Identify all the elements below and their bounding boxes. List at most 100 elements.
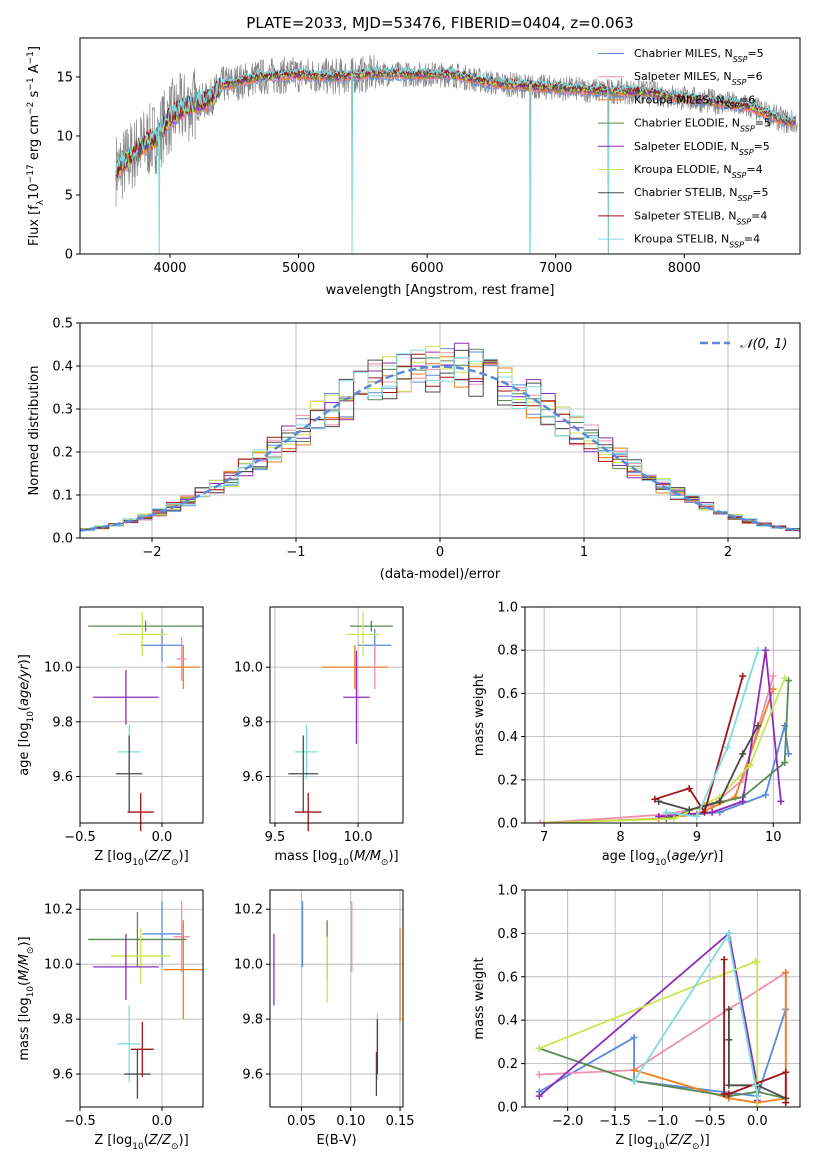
y-tick-label: 0.4 [497, 730, 518, 745]
weight-marker [725, 1005, 733, 1013]
weight-marker [535, 1070, 543, 1078]
y-tick-label: 5 [65, 188, 73, 203]
model-spectrum [115, 69, 796, 179]
x-tick-label: 0 [436, 545, 444, 560]
weight-marker [655, 797, 663, 805]
weight-marker [630, 1066, 638, 1074]
weight-marker [670, 815, 678, 823]
spectrum-lines [115, 55, 798, 254]
weight-marker [685, 784, 693, 792]
x-tick-label: −0.5 [694, 1114, 726, 1129]
x-tick-label: 0.0 [152, 830, 173, 845]
y-tick-label: 0.4 [52, 360, 73, 375]
data-point [142, 900, 182, 967]
weight-marker [716, 797, 724, 805]
y-tick-label: 9.8 [52, 1013, 73, 1028]
y-tick-label: 9.6 [242, 1068, 263, 1083]
weight-marker [762, 646, 770, 654]
x-axis-label: age [log10(age/yr)] [602, 849, 724, 868]
y-tick-label: 10.0 [44, 958, 73, 973]
weight-marker [782, 1068, 790, 1076]
weight-marker [720, 955, 728, 963]
panel-spectrum: 4000 5000 6000 7000 8000 0 5 10 15 wavelength [An… [26, 37, 801, 298]
data-point [371, 645, 379, 690]
weight-marker [781, 674, 789, 682]
y-tick-label: 0.3 [52, 403, 73, 418]
x-tick-label: 10.0 [344, 830, 373, 845]
data-point [294, 724, 319, 780]
axes-frame [79, 322, 801, 539]
legend: Chabrier MILES, NSSP=5 Salpeter MILES, NS… [598, 47, 771, 249]
data-point [166, 645, 200, 690]
data-point [163, 920, 203, 1020]
y-tick-label: 1.0 [497, 601, 518, 616]
weight-marker [754, 722, 762, 730]
weight-marker [785, 750, 793, 758]
weight-line [654, 675, 744, 815]
y-tick-label: 0 [65, 248, 73, 263]
weight-marker [685, 806, 693, 814]
axes-frame [524, 606, 801, 824]
y-tick-label: 1.0 [497, 884, 518, 899]
y-axis-label: Normed distribution [27, 366, 42, 496]
weight-marker [769, 672, 777, 680]
y-tick-label: 0.8 [497, 927, 518, 942]
data-point [130, 1021, 154, 1077]
data-point [88, 620, 203, 632]
weight-marker [785, 676, 793, 684]
y-tick-label: 0.2 [497, 773, 518, 788]
legend-label: Kroupa STELIB, NSSP=4 [634, 233, 760, 250]
y-tick-label: 10.0 [44, 661, 73, 676]
y-tick-label: 0.2 [52, 446, 73, 461]
x-tick-label: 1 [580, 545, 588, 560]
weight-marker [781, 759, 789, 767]
y-tick-label: 0.6 [497, 687, 518, 702]
y-tick-label: 9.6 [52, 770, 73, 785]
data-point [173, 900, 190, 973]
x-tick-label: 0.10 [336, 1114, 365, 1129]
weight-marker [753, 1092, 761, 1100]
y-tick-label: 0.5 [52, 317, 73, 332]
data-point [127, 792, 154, 832]
residual-histogram [80, 349, 800, 533]
weight-marker [753, 958, 761, 966]
y-tick-label: 10.2 [234, 903, 263, 918]
weight-marker [630, 1034, 638, 1042]
x-tick-label: −1 [286, 545, 305, 560]
legend-label: Salpeter MILES, NSSP=6 [634, 70, 763, 87]
x-tick-label: −0.5 [64, 1114, 96, 1129]
y-tick-label: 10.0 [234, 958, 263, 973]
axes-frame [524, 889, 801, 1108]
weight-marker [746, 761, 754, 769]
weight-marker [662, 808, 670, 816]
legend-label: Salpeter ELODIE, NSSP=5 [634, 140, 770, 157]
y-tick-label: 10.0 [234, 661, 263, 676]
histograms [80, 342, 800, 533]
x-tick-label: 4000 [153, 261, 186, 276]
x-tick-label: 0.0 [152, 1114, 173, 1129]
weight-marker [751, 1081, 759, 1089]
x-tick-label: 8000 [668, 261, 701, 276]
x-tick-label: 10 [765, 830, 782, 845]
x-tick-label: 9.5 [265, 830, 286, 845]
data-point [346, 612, 380, 657]
y-tick-label: 0.0 [497, 1101, 518, 1116]
y-tick-label: 9.6 [242, 770, 263, 785]
weight-marker [701, 808, 709, 816]
weight-marker [754, 646, 762, 654]
x-tick-label: 6000 [411, 261, 444, 276]
weight-marker [725, 1036, 733, 1044]
x-tick-label: −1.0 [647, 1114, 679, 1129]
data-point [124, 1049, 151, 1099]
weight-marker [782, 968, 790, 976]
y-tick-label: 9.8 [242, 715, 263, 730]
data-point [88, 911, 187, 967]
x-tick-label: 8 [616, 830, 624, 845]
y-tick-label: 0.0 [497, 817, 518, 832]
x-tick-label: −0.5 [64, 830, 96, 845]
weight-lines [535, 929, 790, 1107]
panel-z-mass: −0.5 0.0 9.6 9.8 10.0 10.2 Z [log10(Z/Z⊙)] mass… [17, 889, 204, 1152]
weight-marker [725, 936, 733, 944]
panel-weight-z: −2.0 −1.5 −1.0 −0.5 0.0 0.0 0.2 0.4 0.6 0.8 1.0 Z [… [472, 884, 801, 1152]
